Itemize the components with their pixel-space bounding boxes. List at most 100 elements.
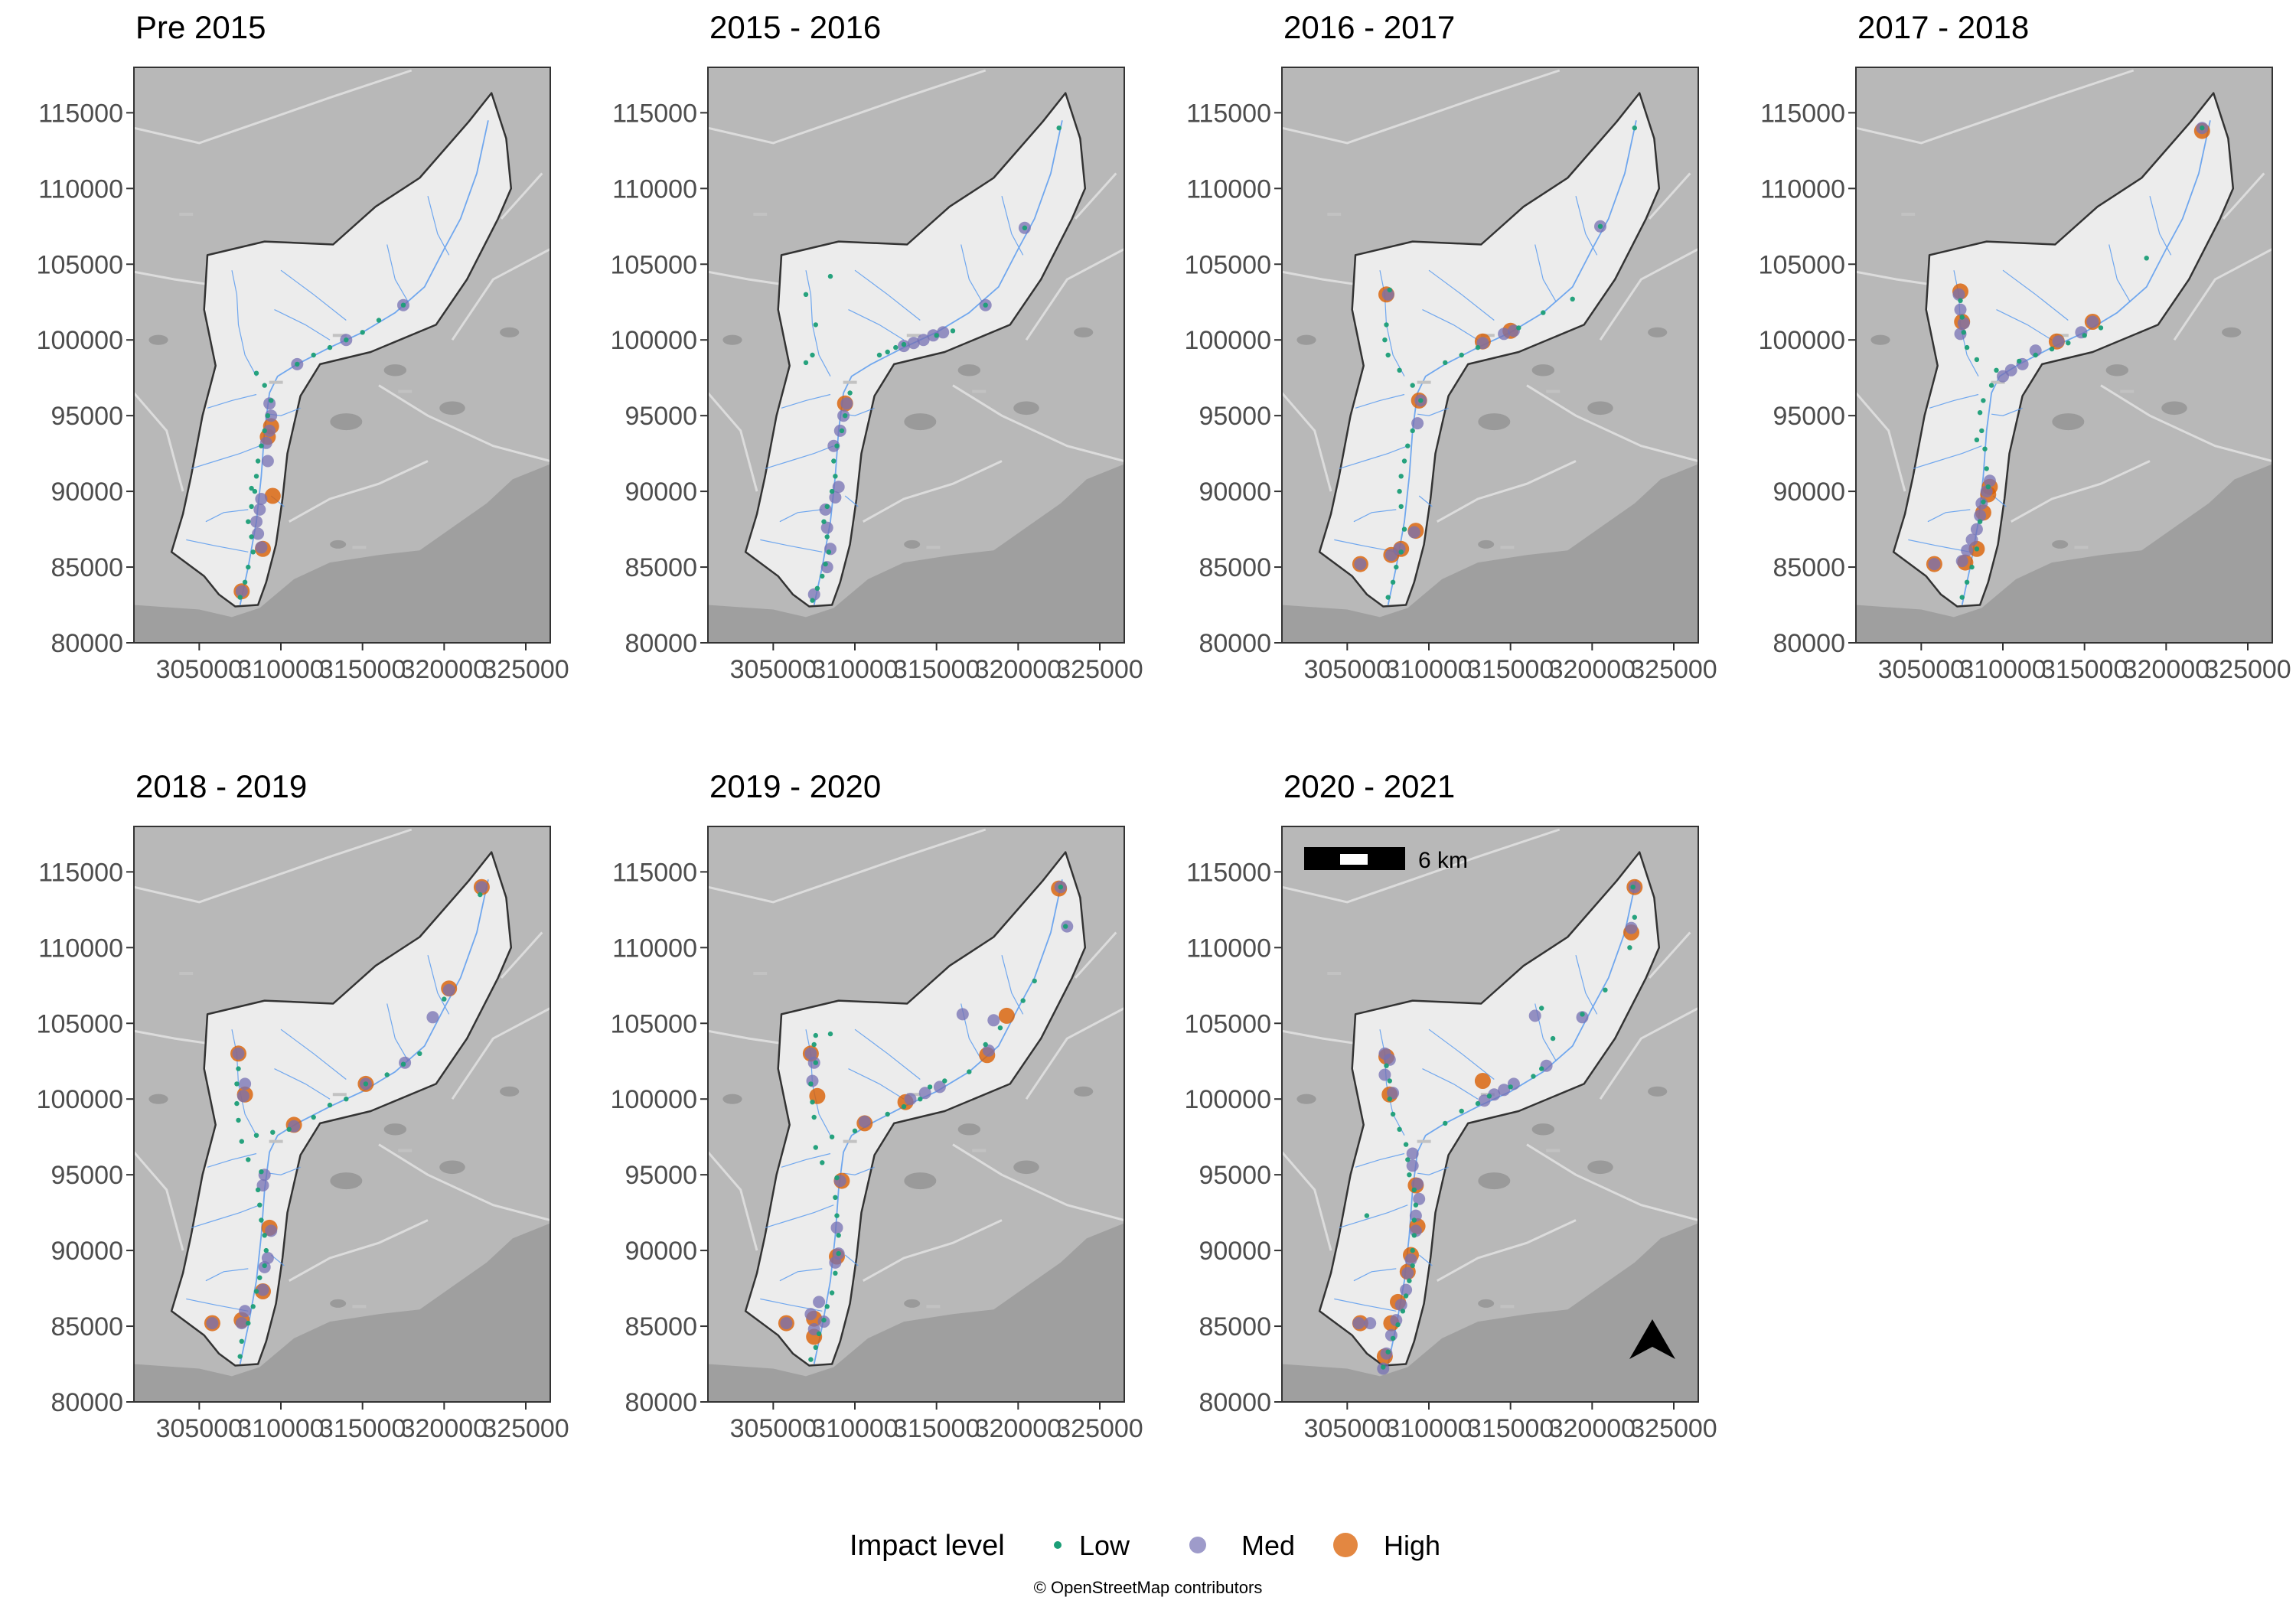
- impact-point-low: [1627, 945, 1632, 950]
- y-tick-label: 85000: [1199, 553, 1271, 582]
- basemap-water: [2161, 401, 2187, 416]
- impact-point-med: [1955, 555, 1968, 568]
- impact-point-med: [236, 1090, 249, 1103]
- impact-point-low: [1403, 1293, 1409, 1299]
- impact-point-low: [808, 1357, 814, 1362]
- impact-point-low: [327, 344, 333, 350]
- river: [2002, 269, 2069, 321]
- impact-point-low: [821, 519, 827, 524]
- x-tick-label: 305000: [730, 655, 817, 684]
- impact-point-low: [1531, 1074, 1536, 1079]
- river: [765, 1204, 834, 1228]
- impact-point-low: [2082, 333, 2087, 338]
- river: [1001, 196, 1024, 256]
- river: [205, 1268, 249, 1282]
- basemap-road: [134, 1151, 184, 1251]
- river: [760, 539, 823, 553]
- x-tick-label: 310000: [811, 1414, 898, 1443]
- legend-low-symbol: [1054, 1541, 1062, 1549]
- town-marker: [753, 971, 768, 975]
- basemap-water: [1478, 1172, 1511, 1190]
- impact-point-low: [820, 573, 825, 579]
- y-tick-label: 115000: [1186, 99, 1271, 128]
- basemap-road: [1025, 248, 1124, 341]
- y-tick-label: 100000: [1185, 326, 1271, 355]
- scale-bar: 6 km: [1304, 847, 1468, 873]
- panel-title: 2020 - 2021: [1283, 768, 1455, 804]
- impact-point-med: [263, 424, 276, 437]
- impact-point-low: [1387, 1097, 1392, 1102]
- impact-point-med: [1576, 1011, 1589, 1024]
- panel-border: [707, 67, 1125, 644]
- impact-point-low: [1397, 367, 1402, 373]
- impact-point-high: [998, 1007, 1015, 1024]
- river: [280, 269, 347, 321]
- impact-point-med: [2004, 363, 2017, 376]
- basemap-water: [148, 1094, 168, 1104]
- impact-point-low: [1397, 1126, 1402, 1132]
- impact-point-low: [901, 341, 907, 347]
- catchment-boundary: [1892, 92, 2235, 608]
- town-marker: [1327, 212, 1342, 216]
- impact-point-low: [246, 1320, 251, 1326]
- river: [1422, 1068, 1479, 1100]
- basemap-water: [957, 364, 981, 376]
- impact-point-low: [255, 458, 261, 464]
- impact-point-med: [250, 515, 263, 528]
- river: [848, 1068, 905, 1100]
- basemap-road: [451, 248, 550, 341]
- basemap-water: [1587, 1160, 1613, 1175]
- legend-low-label: Low: [1079, 1530, 1130, 1561]
- river: [207, 1152, 257, 1168]
- impact-point-low: [327, 1102, 333, 1108]
- x-tick-label: 315000: [319, 655, 406, 684]
- impact-point-low: [262, 1233, 267, 1238]
- impact-point-med: [2052, 335, 2065, 348]
- x-tick-label: 305000: [1878, 655, 1965, 684]
- x-tick-label: 310000: [811, 655, 898, 684]
- impact-point-low: [259, 1169, 264, 1175]
- impact-point-low: [259, 1217, 264, 1223]
- impact-point-low: [836, 1250, 841, 1257]
- map-area: [1282, 826, 1698, 1402]
- impact-point-med: [917, 334, 930, 347]
- osm-credit: © OpenStreetMap contributors: [1034, 1578, 1263, 1597]
- river: [231, 270, 257, 376]
- impact-point-low: [249, 504, 254, 510]
- impact-point-low: [1981, 398, 1986, 403]
- basemap-water: [1648, 1086, 1668, 1097]
- river: [1575, 196, 1598, 256]
- impact-point-med: [1400, 1283, 1413, 1296]
- impact-point-low: [253, 1133, 259, 1138]
- impact-point-low: [829, 1134, 835, 1139]
- impact-point-low: [1977, 519, 1983, 524]
- impact-point-med: [1965, 533, 1978, 546]
- impact-point-low: [811, 1041, 817, 1048]
- impact-point-low: [834, 1175, 840, 1181]
- impact-point-low: [263, 1247, 269, 1253]
- impact-point-low: [1459, 352, 1464, 358]
- impact-point-med: [1364, 1317, 1377, 1330]
- basemap-road: [952, 1143, 1124, 1221]
- impact-point-low: [820, 1160, 825, 1165]
- basemap-water: [1531, 1123, 1555, 1136]
- basemap-road: [1074, 172, 1117, 220]
- river: [1339, 1204, 1408, 1228]
- basemap-water: [904, 413, 937, 431]
- town-marker: [1417, 380, 1431, 384]
- basemap-road: [134, 270, 216, 287]
- town-marker: [398, 390, 413, 393]
- impact-point-low: [839, 428, 845, 434]
- x-tick-label: 320000: [975, 1414, 1062, 1443]
- basemap-water: [1531, 364, 1555, 376]
- impact-point-low: [239, 1338, 244, 1344]
- impact-point-med: [206, 1317, 219, 1330]
- impact-point-low: [1384, 322, 1389, 328]
- impact-point-med: [1378, 1068, 1391, 1081]
- x-tick-label: 325000: [1630, 1414, 1717, 1443]
- impact-point-low: [1390, 1335, 1396, 1341]
- river: [779, 509, 823, 523]
- basemap-water: [904, 1299, 921, 1308]
- map-area: [1856, 67, 2272, 643]
- river: [1575, 955, 1598, 1015]
